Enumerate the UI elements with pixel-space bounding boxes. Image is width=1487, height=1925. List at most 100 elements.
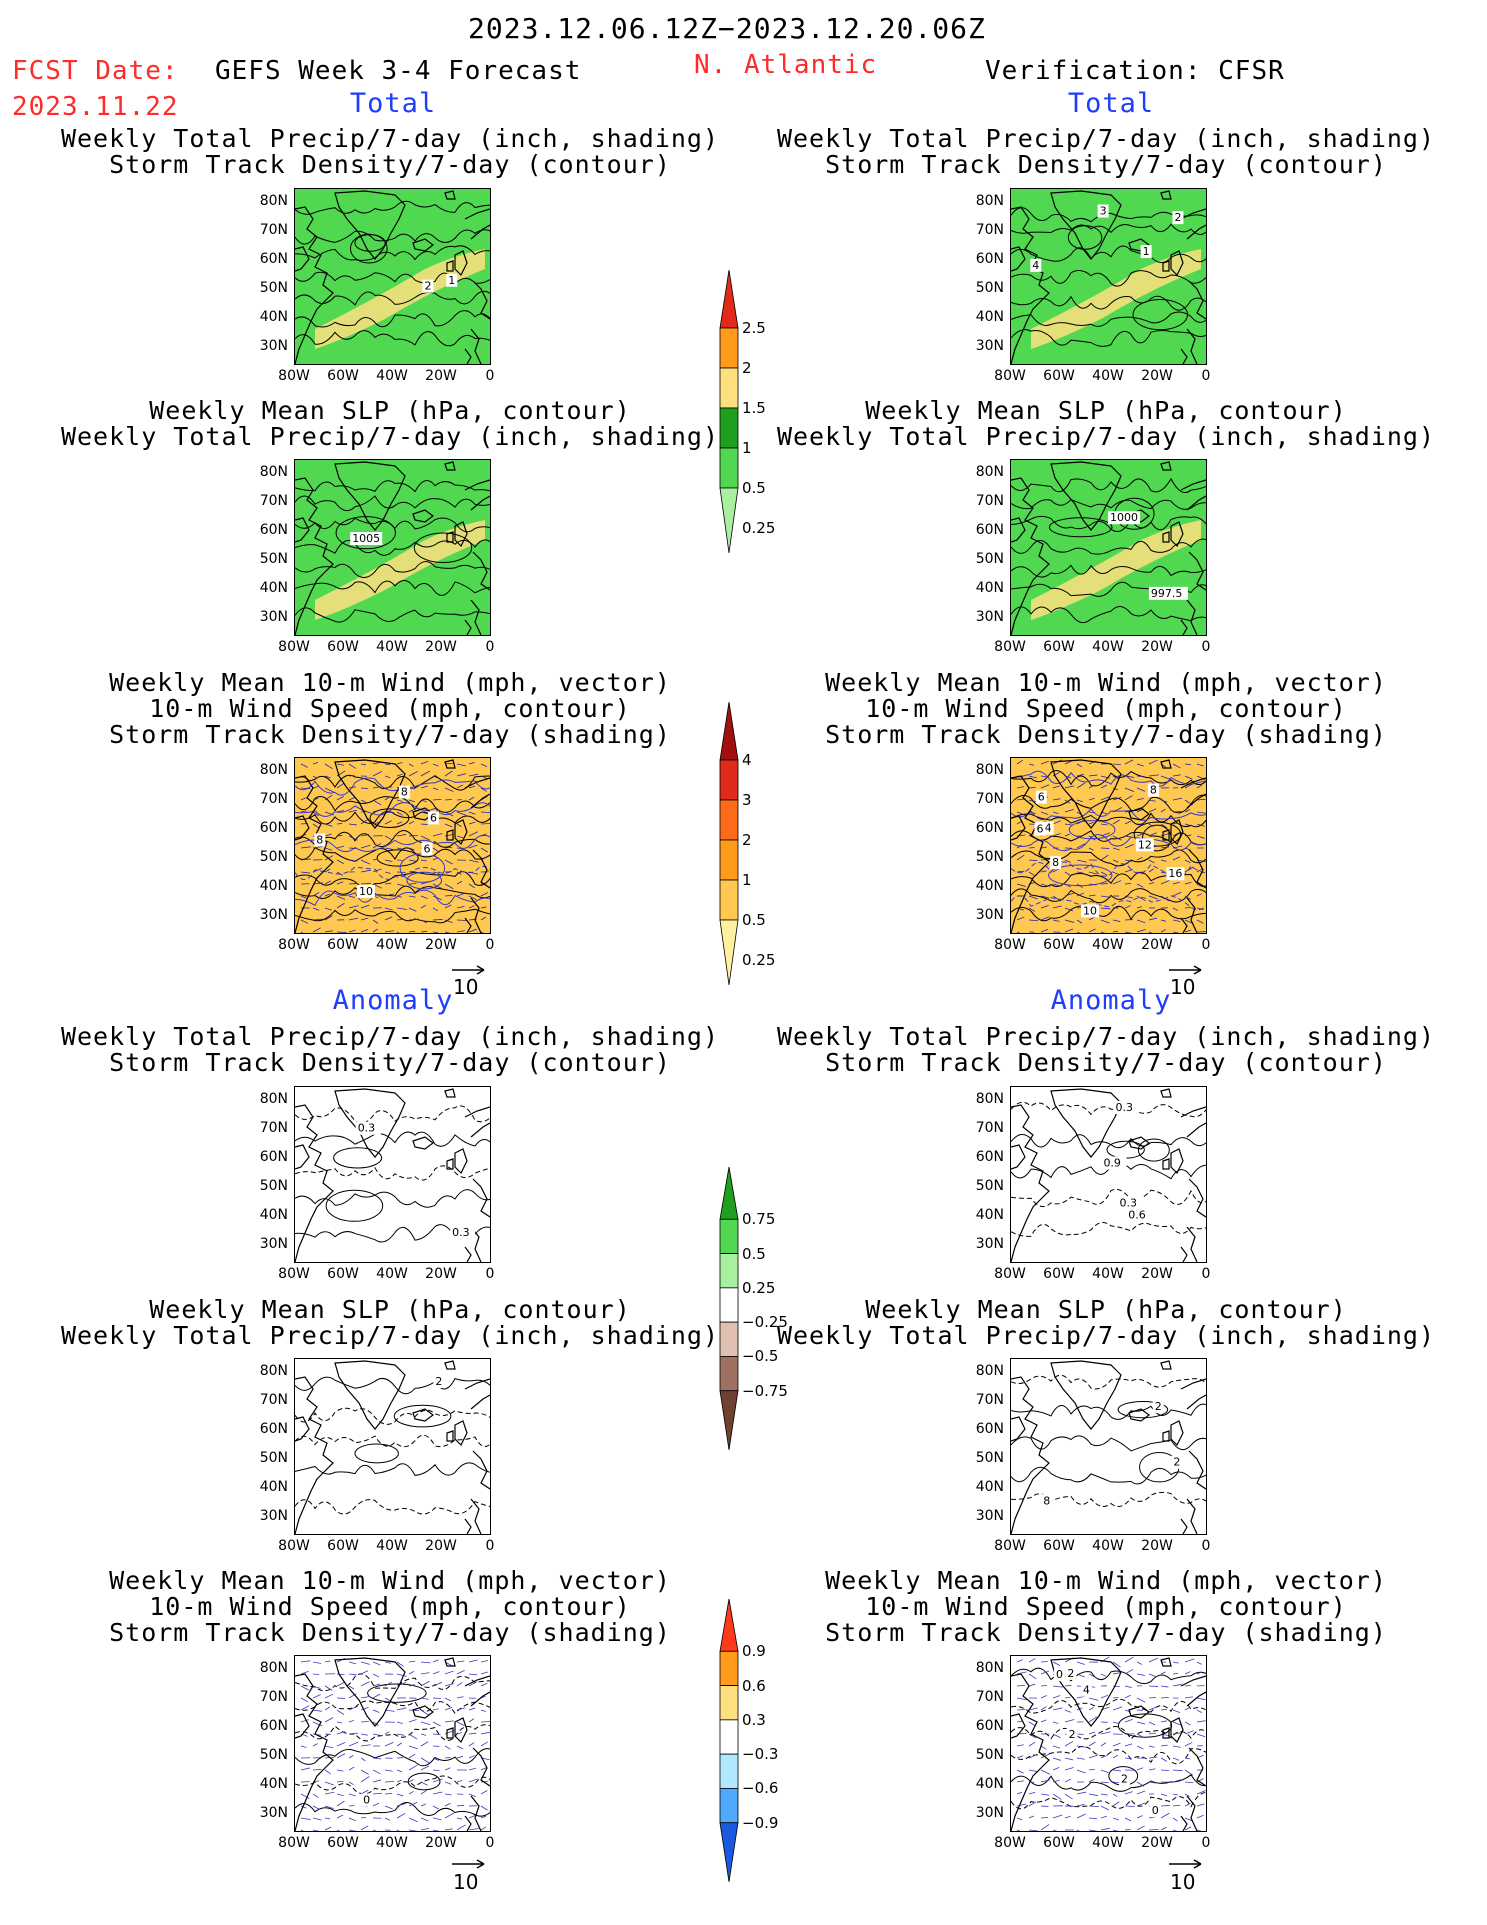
lon-tick-label: 60W: [327, 639, 359, 655]
wind-vectors: [300, 1658, 490, 1831]
contour-lines: [1011, 1667, 1206, 1810]
panel-title-line: Storm Track Density/7-day (shading): [825, 720, 1387, 749]
contour-label-bg: [314, 833, 326, 847]
colorbar-label: 0.75: [742, 1210, 776, 1229]
lon-tick-label: 40W: [376, 937, 408, 953]
contour-label-bg: [421, 842, 433, 856]
lon-tick-label: 20W: [425, 639, 457, 655]
lat-tick-label: 60N: [259, 1718, 288, 1734]
panel-title-line: Storm Track Density/7-day (contour): [109, 1048, 671, 1077]
vector-ref-left-total: 10: [453, 975, 479, 999]
lon-tick-label: 0: [485, 639, 495, 655]
date-range: 2023.12.06.12Z−2023.12.20.06Z: [468, 12, 986, 45]
contour-label-bg: [1113, 1100, 1139, 1114]
contour-label-bg: [433, 1375, 445, 1389]
panel-title-line: Weekly Total Precip/7-day (inch, shading…: [60, 124, 720, 153]
lat-tick-label: 60N: [975, 522, 1004, 538]
lon-tick-label: 0: [1201, 937, 1211, 953]
lon-tick-label: 60W: [1043, 1835, 1075, 1851]
contour-label-bg: [422, 279, 434, 293]
contour-label-bg: [1166, 867, 1185, 881]
lat-tick-label: 70N: [975, 493, 1004, 509]
lat-tick-label: 80N: [259, 1660, 288, 1676]
map-svg: 0: [295, 1656, 490, 1831]
colorbar-label: 0.5: [742, 911, 766, 929]
contour-label: 1: [448, 274, 455, 287]
lat-tick-label: 30N: [975, 338, 1004, 354]
lon-tick-label: 60W: [1043, 639, 1075, 655]
contour-label: 0.3: [1116, 1101, 1134, 1114]
lon-tick-label: 60W: [1043, 937, 1075, 953]
colorbar-label: 0.5: [742, 479, 766, 497]
map-panel-5-left: 2: [294, 1358, 491, 1535]
lat-tick-label: 70N: [259, 1392, 288, 1408]
lon-tick-label: 80W: [994, 1266, 1026, 1282]
contour-label: 0.3: [452, 1226, 470, 1239]
lon-tick-label: 60W: [327, 1266, 359, 1282]
colorbar-segment: [719, 839, 739, 881]
colorbar-segment: [719, 1719, 739, 1755]
contour-label: 8: [316, 833, 323, 846]
colorbar-label: 2: [742, 359, 752, 377]
lat-tick-label: 80N: [975, 1660, 1004, 1676]
lat-tick-label: 80N: [975, 193, 1004, 209]
lat-tick-label: 70N: [259, 1689, 288, 1705]
lon-tick-label: 60W: [327, 937, 359, 953]
panel-title-line: Weekly Mean SLP (hPa, contour): [865, 396, 1347, 425]
lat-tick-label: 50N: [975, 551, 1004, 567]
panel-title-3-right: Weekly Mean 10-m Wind (mph, vector) 10-m …: [746, 670, 1466, 748]
map-svg: 2: [295, 1359, 490, 1534]
lat-tick-label: 40N: [975, 1776, 1004, 1792]
contour-label-bg: [1152, 1399, 1164, 1413]
contour-label-bg: [427, 811, 439, 825]
lon-tick-label: 20W: [1141, 1538, 1173, 1554]
lat-tick-label: 70N: [975, 222, 1004, 238]
vector-ref-left-anom: 10: [453, 1870, 479, 1894]
lat-tick-label: 50N: [975, 849, 1004, 865]
map-panel-3-right: 681012161468: [1010, 757, 1207, 934]
contour-label-bg: [1140, 245, 1152, 259]
lat-tick-label: 30N: [259, 1805, 288, 1821]
contour-label: 8: [401, 785, 408, 798]
lat-tick-label: 80N: [259, 762, 288, 778]
map-svg: 4 3 1 2: [1011, 189, 1206, 364]
colorbar-label: 0.3: [742, 1710, 766, 1729]
lat-tick-label: 40N: [259, 580, 288, 596]
section-total-right: Total: [1067, 88, 1155, 119]
map-svg: 0.3 0.3: [295, 1087, 490, 1262]
map-panel-2-right: 1000 997.5: [1010, 459, 1207, 636]
lat-tick-label: 70N: [259, 791, 288, 807]
contour-label-bg: [1126, 1208, 1152, 1222]
contour-label: 6: [1038, 791, 1045, 804]
coastline: [1011, 759, 1206, 933]
contour-lines: [1011, 1374, 1206, 1508]
lat-tick-label: 60N: [259, 1149, 288, 1165]
coastline: [295, 461, 490, 635]
lat-tick-label: 60N: [259, 1421, 288, 1437]
contour-lines: [1011, 477, 1206, 624]
contour-label: 0: [1152, 1804, 1159, 1817]
contour-label-bg: [1066, 1727, 1078, 1741]
map-svg: 0.30.90.60.3: [1011, 1087, 1206, 1262]
contour-label: 12: [1138, 838, 1152, 851]
lon-tick-label: 0: [1201, 368, 1211, 384]
shading-base: [1011, 1087, 1206, 1262]
lat-tick-label: 80N: [975, 464, 1004, 480]
panel-title-line: Weekly Mean 10-m Wind (mph, vector): [109, 668, 671, 697]
panel-title-6-right: Weekly Mean 10-m Wind (mph, vector) 10-m …: [746, 1568, 1466, 1646]
panel-title-line: Weekly Mean 10-m Wind (mph, vector): [825, 1566, 1387, 1595]
panel-title-4-right: Weekly Total Precip/7-day (inch, shading…: [746, 1024, 1466, 1076]
contour-lines: [295, 200, 490, 347]
contour-label: 10: [359, 885, 373, 898]
contour-label: 4: [1083, 1684, 1090, 1697]
lat-tick-label: 80N: [259, 1363, 288, 1379]
map-svg: 6 8 6 8 10: [295, 758, 490, 933]
panel-title-5-left: Weekly Mean SLP (hPa, contour) Weekly Tot…: [30, 1297, 750, 1349]
coastline: [295, 190, 490, 364]
coastline: [1011, 1088, 1206, 1262]
contour-label-bg: [446, 273, 458, 287]
contour-label: 6: [430, 811, 437, 824]
colorbar-segment: [719, 919, 739, 986]
contour-label-bg: [1172, 211, 1184, 225]
lon-tick-label: 40W: [1092, 1538, 1124, 1554]
